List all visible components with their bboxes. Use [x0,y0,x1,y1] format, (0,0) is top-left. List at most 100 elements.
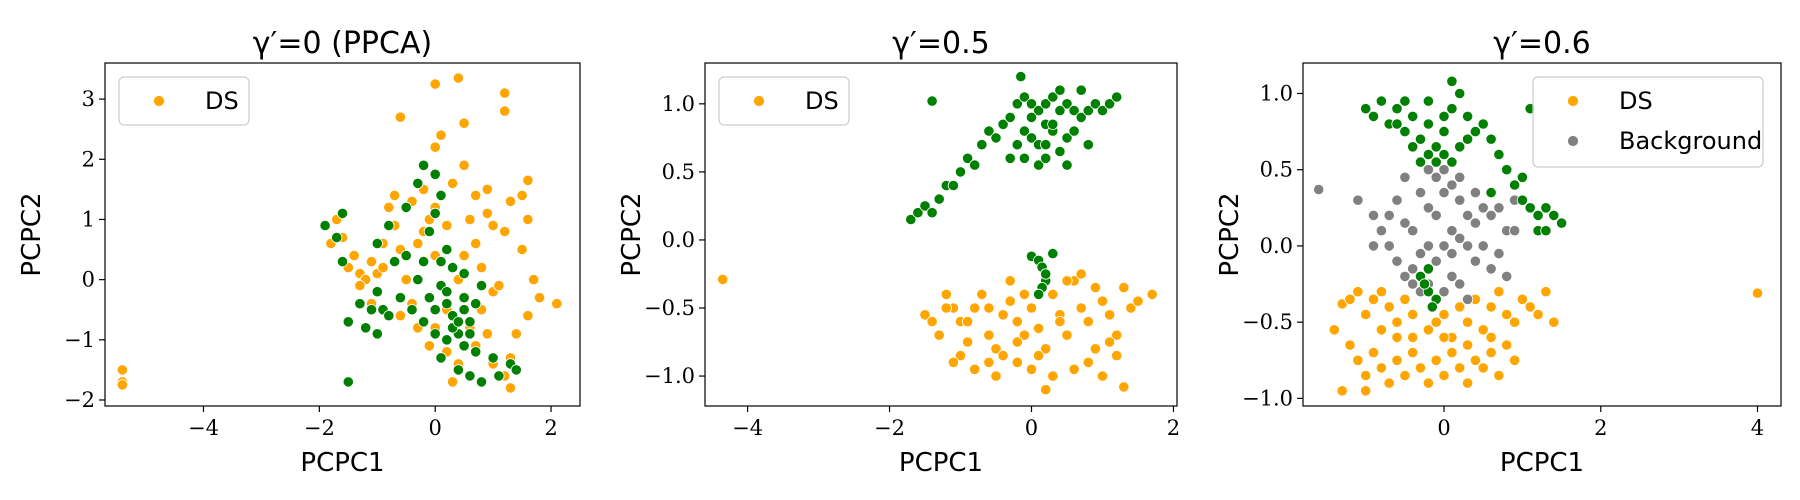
data-point-ds [1047,288,1059,300]
data-point-background [1438,286,1450,298]
data-point-ds [1118,281,1130,294]
data-point-ds [348,250,360,262]
data-point-background [1485,263,1497,275]
legend: DS Background [1532,76,1764,168]
data-point-ds [493,279,505,292]
data-point-background [1430,255,1442,267]
data-point-background [1422,164,1435,176]
y-tick-label: −2 [64,388,95,412]
data-point-ds [1462,377,1474,389]
data-point-ds [1462,339,1474,351]
data-point-series-1 [423,292,435,304]
data-point-series-1 [435,255,447,268]
data-point-series-1 [365,304,378,316]
data-point-series-1 [510,364,522,376]
data-point-ds [1516,293,1529,305]
data-point-background [1422,240,1435,252]
data-point-ds [499,105,511,117]
data-point-ds [1422,324,1435,336]
y-tick-label: 0.5 [1260,158,1293,182]
data-point-background [1407,278,1419,290]
data-point-ds [954,349,967,362]
data-point-ds [1033,349,1045,362]
data-point-ds [441,219,453,232]
data-point-ds [1375,324,1388,336]
data-point-ds [1360,369,1372,382]
data-point-series-1 [1011,98,1023,110]
y-tick-label: 0.0 [1260,234,1293,258]
data-point-ds [1040,343,1052,355]
data-point-ds [1414,362,1427,374]
legend-marker [1567,95,1579,107]
data-point-ds [1548,316,1560,328]
legend-marker [1567,135,1579,147]
data-point-series-1 [452,364,464,376]
data-point-background [1430,209,1442,221]
data-point-ds [961,336,974,348]
x-tick-label: 0 [1025,416,1038,440]
data-point-background [1509,225,1521,237]
data-point-ds [1352,354,1364,366]
data-point-ds [458,250,470,262]
data-point-ds [394,310,406,322]
y-tick-label: 1 [82,207,95,231]
data-point-series-1 [417,255,430,268]
data-point-series-1 [412,273,424,286]
data-point-background [1454,194,1466,206]
data-point-ds [533,292,546,304]
data-point-ds [997,349,1009,362]
data-point-series-2 [1414,133,1427,145]
data-point-ds [919,309,931,321]
data-point-background [1493,202,1505,214]
data-point-ds [1438,369,1450,382]
data-point-background [1477,240,1489,252]
data-point-series-1 [470,346,482,358]
data-point-series-1 [1040,98,1052,110]
chart-title: γ′=0.5 [892,26,989,61]
data-point-series-2 [1532,209,1544,221]
legend-label: DS [205,87,239,115]
y-tick-label: 2 [82,147,95,171]
data-point-series-2 [1407,141,1419,153]
data-point-ds [1104,309,1116,321]
data-point-series-1 [1068,125,1080,137]
data-point-ds [1407,346,1419,359]
data-point-series-2 [1399,126,1411,138]
data-point-series-1 [342,316,354,328]
data-point-series-1 [383,219,395,232]
data-point-series-1 [1047,248,1059,260]
data-point-ds [383,201,395,213]
data-point-series-1 [1004,152,1016,164]
data-point-background [1438,164,1450,176]
data-point-series-1 [1061,98,1073,110]
data-point-series-1 [441,286,453,298]
y-tick-label: −0.5 [1242,310,1293,334]
data-point-ds [1367,293,1380,305]
data-point-series-1 [354,298,366,310]
data-point-ds [1344,339,1356,351]
data-point-ds [1125,302,1137,314]
data-point-ds [1509,354,1521,366]
data-point-ds [1532,308,1544,321]
data-point-series-1 [1104,98,1116,110]
data-point-series-2 [1540,202,1552,214]
y-tick-label: −1 [64,328,95,352]
data-point-series-1 [429,328,441,340]
data-point-ds [1399,293,1411,305]
data-point-series-1 [1018,152,1031,164]
data-point-series-2 [1367,110,1380,123]
data-point-background [1469,217,1482,229]
data-point-series-1 [912,207,924,219]
data-point-series-1 [435,189,447,201]
data-point-ds [522,310,534,322]
data-point-ds [976,288,988,300]
data-point-ds [1375,286,1388,298]
x-axis-label: PCPC1 [300,448,384,478]
data-point-series-2 [1360,103,1372,115]
data-point-background [1430,171,1442,183]
data-point-series-1 [1054,145,1066,158]
data-point-ds [1061,275,1073,287]
data-point-series-1 [976,139,988,151]
data-point-ds [1061,329,1073,341]
data-point-ds [990,370,1002,382]
